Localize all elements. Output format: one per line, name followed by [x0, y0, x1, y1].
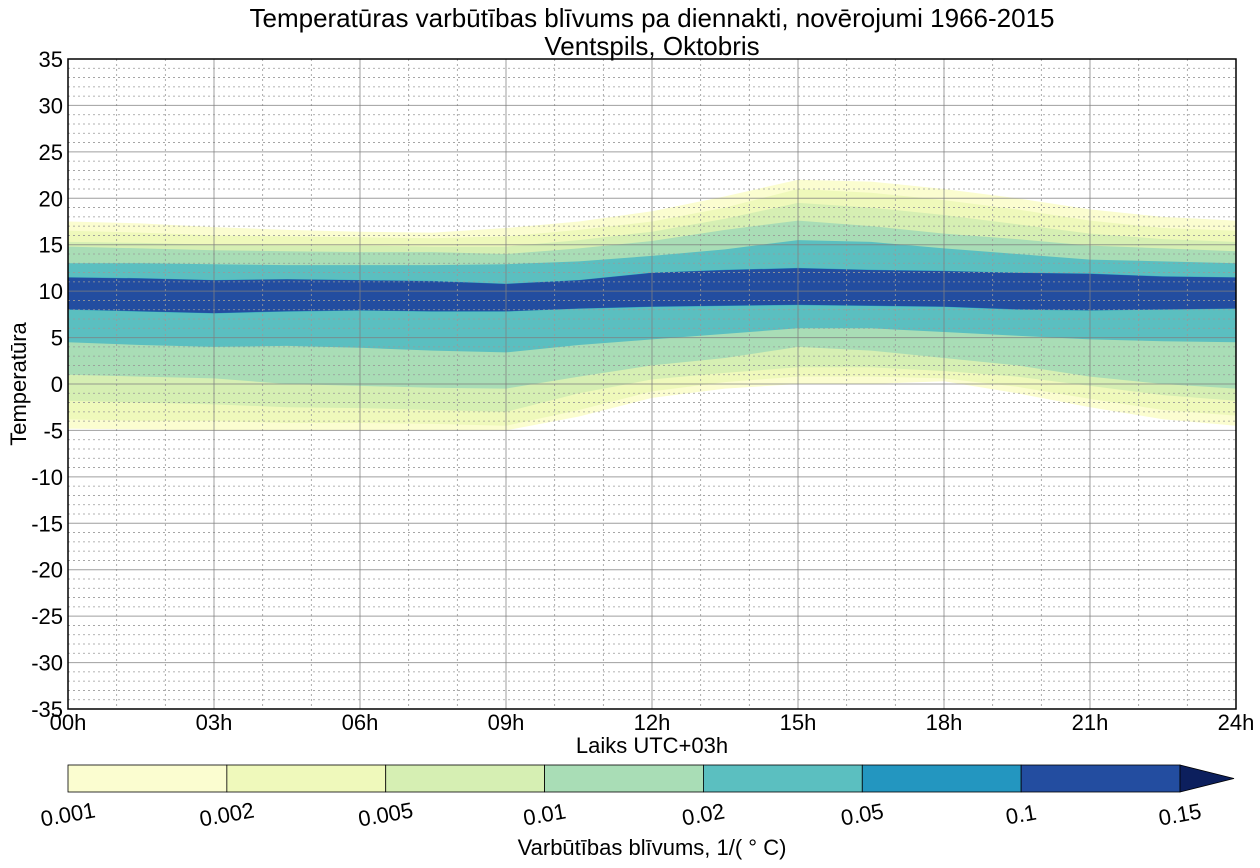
major-grid [67, 58, 1237, 710]
y-tick-label: 30 [39, 93, 63, 118]
x-tick-label: 18h [926, 710, 963, 735]
y-tick-label: 0 [51, 372, 63, 397]
x-axis-ticks: 00h 03h 06h 09h 12h 15h 18h 21h 24h [50, 710, 1255, 735]
colorbar: 0.001 0.002 0.005 0.01 0.02 0.05 0.1 0.15 [39, 764, 1235, 832]
colorbar-segment [1020, 764, 1181, 793]
y-tick-label: 20 [39, 186, 63, 211]
colorbar-tick-label: 0.15 [1157, 798, 1204, 830]
colorbar-tick-label: 0.005 [356, 797, 415, 831]
colorbar-label: Varbūtības blīvums, 1/( ° C) [518, 835, 787, 860]
colorbar-tick-label: 0.02 [680, 798, 727, 830]
y-tick-label: -20 [31, 558, 63, 583]
y-tick-label: 25 [39, 140, 63, 165]
colorbar-segment [861, 764, 1022, 793]
colorbar-extend-arrow [1179, 764, 1235, 793]
x-tick-label: 03h [196, 710, 233, 735]
colorbar-segment [544, 764, 704, 793]
y-tick-label: 5 [51, 326, 63, 351]
y-axis-label: Temperatūra [6, 321, 31, 445]
colorbar-tick-label: 0.002 [197, 797, 256, 831]
x-tick-label: 15h [780, 710, 817, 735]
colorbar-tick-label: 0.001 [39, 797, 98, 831]
y-tick-label: 35 [39, 47, 63, 72]
x-tick-label: 24h [1218, 710, 1255, 735]
y-tick-label: -35 [31, 697, 63, 722]
y-tick-label: -15 [31, 511, 63, 536]
x-axis-label: Laiks UTC+03h [576, 733, 728, 758]
y-tick-label: -5 [43, 418, 63, 443]
plot-frame [67, 58, 1237, 710]
colorbar-segment [385, 764, 545, 793]
y-tick-label: -30 [31, 651, 63, 676]
chart-subtitle: Ventspils, Oktobris [544, 31, 759, 61]
x-tick-label: 12h [634, 710, 671, 735]
y-tick-label: 10 [39, 279, 63, 304]
y-axis-ticks: -35 -30 -25 -20 -15 -10 -5 0 5 10 15 20 25 30 35 [31, 47, 63, 722]
y-tick-label: -10 [31, 465, 63, 490]
colorbar-tick-label: 0.01 [521, 798, 568, 830]
y-tick-label: 15 [39, 233, 63, 258]
colorbar-segment [67, 764, 228, 793]
colorbar-tick-label: 0.1 [1004, 800, 1038, 830]
x-tick-label: 06h [342, 710, 379, 735]
y-tick-label: -25 [31, 604, 63, 629]
x-tick-label: 00h [50, 710, 87, 735]
colorbar-segment [703, 764, 863, 793]
x-tick-label: 21h [1072, 710, 1109, 735]
colorbar-tick-label: 0.05 [839, 798, 886, 830]
chart-title: Temperatūras varbūtības blīvums pa dienn… [249, 3, 1054, 33]
colorbar-segment [226, 764, 387, 793]
x-tick-label: 09h [488, 710, 525, 735]
